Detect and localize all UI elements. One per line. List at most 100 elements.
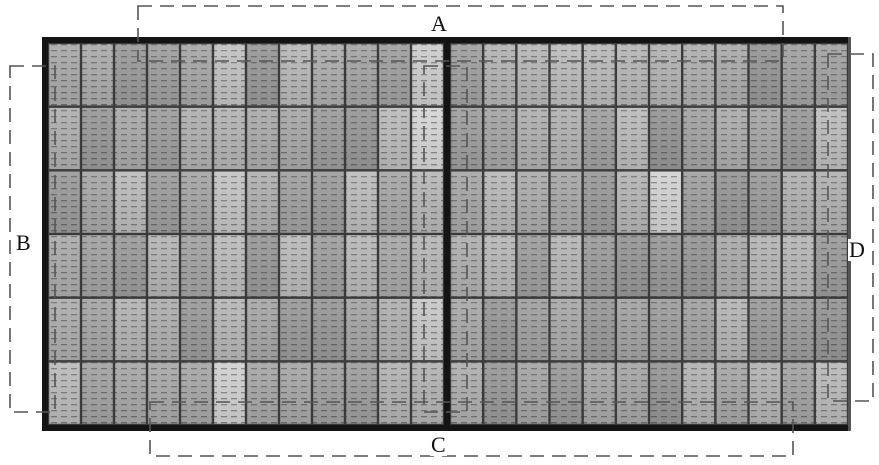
solar-cell <box>344 233 379 298</box>
solar-cell <box>344 42 379 107</box>
solar-cell <box>278 106 313 171</box>
solar-cell <box>648 170 683 235</box>
solar-cell <box>47 361 82 426</box>
solar-cell <box>311 42 346 107</box>
solar-cell <box>449 297 484 362</box>
solar-cell <box>47 170 82 235</box>
label-region-a: A <box>430 11 448 36</box>
solar-cell <box>814 42 849 107</box>
solar-cell <box>814 233 849 298</box>
solar-cell <box>681 42 716 107</box>
solar-cell <box>549 106 583 171</box>
solar-cell <box>648 106 683 171</box>
solar-cell <box>212 361 247 426</box>
solar-cell <box>582 42 617 107</box>
solar-cell <box>715 233 749 298</box>
solar-cell <box>212 42 247 107</box>
solar-cell <box>245 233 280 298</box>
solar-cell <box>179 361 214 426</box>
region-d-box <box>827 53 874 402</box>
solar-cell <box>80 361 115 426</box>
solar-cell <box>113 361 148 426</box>
label-region-c: C <box>430 432 447 457</box>
solar-cell <box>377 106 412 171</box>
solar-cell <box>781 297 816 362</box>
solar-cell <box>179 106 214 171</box>
solar-cell <box>311 361 346 426</box>
solar-cell <box>113 106 148 171</box>
solar-cell <box>344 106 379 171</box>
solar-cell <box>146 106 181 171</box>
solar-cell <box>212 233 247 298</box>
solar-cell <box>179 297 214 362</box>
solar-cell <box>549 361 583 426</box>
solar-cell <box>549 170 583 235</box>
solar-cell <box>781 106 816 171</box>
solar-cell <box>80 42 115 107</box>
frame-left <box>42 37 48 431</box>
solar-cell <box>482 361 517 426</box>
frame-right <box>848 37 851 431</box>
solar-cell <box>278 170 313 235</box>
solar-cell <box>482 170 517 235</box>
solar-cell <box>245 170 280 235</box>
solar-cell <box>748 361 782 426</box>
solar-cell <box>648 297 683 362</box>
solar-cell <box>410 361 445 426</box>
solar-cell <box>681 297 716 362</box>
solar-cell <box>615 170 650 235</box>
solar-cell <box>648 361 683 426</box>
solar-cell <box>582 106 617 171</box>
solar-cell <box>582 361 617 426</box>
solar-cell <box>781 170 816 235</box>
cell-grid <box>47 42 849 426</box>
solar-cell <box>80 297 115 362</box>
solar-cell <box>516 170 550 235</box>
solar-cell <box>516 297 550 362</box>
label-region-b: B <box>15 230 32 255</box>
solar-cell <box>615 297 650 362</box>
solar-cell <box>80 170 115 235</box>
solar-cell <box>47 42 82 107</box>
solar-cell <box>814 170 849 235</box>
solar-cell <box>179 42 214 107</box>
region-c-box <box>149 401 794 457</box>
solar-cell <box>781 42 816 107</box>
solar-cell <box>549 233 583 298</box>
solar-cell <box>245 42 280 107</box>
solar-cell <box>681 233 716 298</box>
solar-cell <box>582 297 617 362</box>
solar-cell <box>681 170 716 235</box>
solar-cell <box>648 233 683 298</box>
solar-cell <box>344 297 379 362</box>
solar-cell <box>377 42 412 107</box>
solar-cell <box>410 42 445 107</box>
dashed-regions <box>9 5 874 457</box>
solar-cell <box>311 106 346 171</box>
solar-cell <box>748 106 782 171</box>
solar-cell <box>814 361 849 426</box>
solar-cell <box>715 361 749 426</box>
solar-cell <box>146 42 181 107</box>
solar-cell <box>615 233 650 298</box>
solar-cell <box>715 42 749 107</box>
solar-cell <box>212 170 247 235</box>
solar-cell <box>377 297 412 362</box>
solar-cell <box>146 233 181 298</box>
panel-frame <box>42 37 851 431</box>
solar-cell <box>482 297 517 362</box>
solar-cell <box>516 233 550 298</box>
solar-cell <box>582 170 617 235</box>
solar-cell <box>748 170 782 235</box>
solar-cell <box>344 170 379 235</box>
solar-cell <box>212 297 247 362</box>
solar-cell <box>615 42 650 107</box>
solar-cell <box>715 297 749 362</box>
solar-cell <box>377 233 412 298</box>
solar-cell <box>377 170 412 235</box>
solar-cell <box>482 42 517 107</box>
solar-cell <box>311 297 346 362</box>
solar-cell <box>516 361 550 426</box>
solar-cell <box>748 233 782 298</box>
